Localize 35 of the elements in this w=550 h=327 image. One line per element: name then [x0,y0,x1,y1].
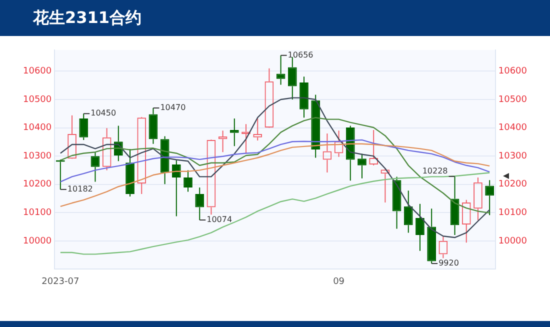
annotation: 10450 [90,108,116,118]
candlestick [311,94,320,158]
y2-tick-label: 10100 [498,208,528,218]
candlestick [230,118,239,147]
y2-tick-label: 10300 [498,151,528,162]
y-tick-label: 10500 [22,94,52,105]
y2-tick-label: 10600 [498,66,528,77]
x-tick-label: 2023-07 [42,276,80,287]
x-tick-label: 09 [333,276,345,287]
y-tick-label: 10600 [22,66,52,77]
annotation: 10656 [288,50,314,60]
annotation: 10228 [422,166,448,176]
y2-tick-label: 10400 [498,123,528,134]
y2-tick-label: 10200 [498,180,528,190]
candlestick [404,190,413,234]
y-tick-label: 10300 [22,151,52,162]
annotation: 10182 [67,184,93,194]
chart-title: 花生2311合约 [33,7,142,29]
annotation: 10470 [160,103,186,112]
candlestick [300,76,308,118]
y-tick-label: 10200 [22,180,52,190]
annotation: 9920 [438,258,459,268]
y2-tick-label: 10500 [498,94,528,105]
candlestick [126,148,134,198]
candlestick [288,56,297,100]
annotation: 10074 [206,215,232,224]
y-tick-label: 10400 [22,123,52,134]
candlestick [427,208,436,264]
y2-tick-label: 10000 [498,236,528,246]
y-tick-label: 10100 [22,208,52,218]
y-tick-label: 10000 [22,236,52,246]
candlestick [416,203,424,252]
candlestick [276,54,286,86]
candlestick [79,113,88,140]
candlestick [148,107,158,144]
